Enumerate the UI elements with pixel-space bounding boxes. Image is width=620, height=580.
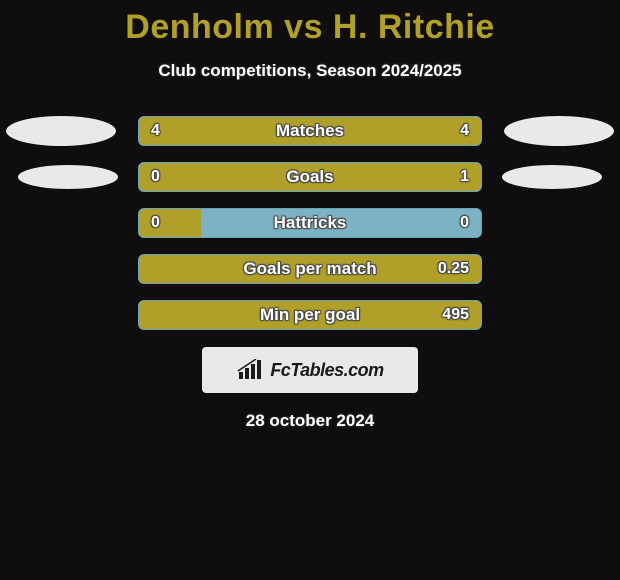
stat-row: Goals per match0.25 [0,253,620,285]
comparison-card: Denholm vs H. Ritchie Club competitions,… [0,0,620,580]
stat-label: Matches [139,117,481,145]
stat-row: Hattricks0 0 [0,207,620,239]
player-right-pill [502,165,602,189]
player-left-pill [18,165,118,189]
brand-text: FcTables.com [270,360,383,381]
player-right-pill [504,116,614,146]
stat-bar: Goals0 1 [138,162,482,192]
stat-value-left: 0 [151,209,160,237]
stat-rows: Matches44Goals01Hattricks00Goals per mat… [0,115,620,331]
stat-label: Goals [139,163,481,191]
page-title: Denholm vs H. Ritchie [0,8,620,47]
brand-badge[interactable]: FcTables.com [202,347,418,393]
stat-label: Goals per match [139,255,481,283]
stat-row: Goals0 1 [0,161,620,193]
stat-bar: Matches4 4 [138,116,482,146]
date-line: 28 october 2024 [0,411,620,431]
player-left-pill [6,116,116,146]
bar-chart-icon [236,359,264,381]
stat-value-right: 0.25 [438,255,469,283]
stat-bar: Hattricks0 0 [138,208,482,238]
stat-label: Hattricks [139,209,481,237]
stat-value-right: 1 [460,163,469,191]
stat-row: Min per goal495 [0,299,620,331]
stat-row: Matches4 4 [0,115,620,147]
stat-value-right: 495 [442,301,469,329]
stat-value-right: 0 [460,209,469,237]
stat-value-left: 4 [151,117,160,145]
subtitle: Club competitions, Season 2024/2025 [0,61,620,81]
stat-value-right: 4 [460,117,469,145]
stat-label: Min per goal [139,301,481,329]
stat-bar: Min per goal495 [138,300,482,330]
stat-bar: Goals per match0.25 [138,254,482,284]
stat-value-left: 0 [151,163,160,191]
